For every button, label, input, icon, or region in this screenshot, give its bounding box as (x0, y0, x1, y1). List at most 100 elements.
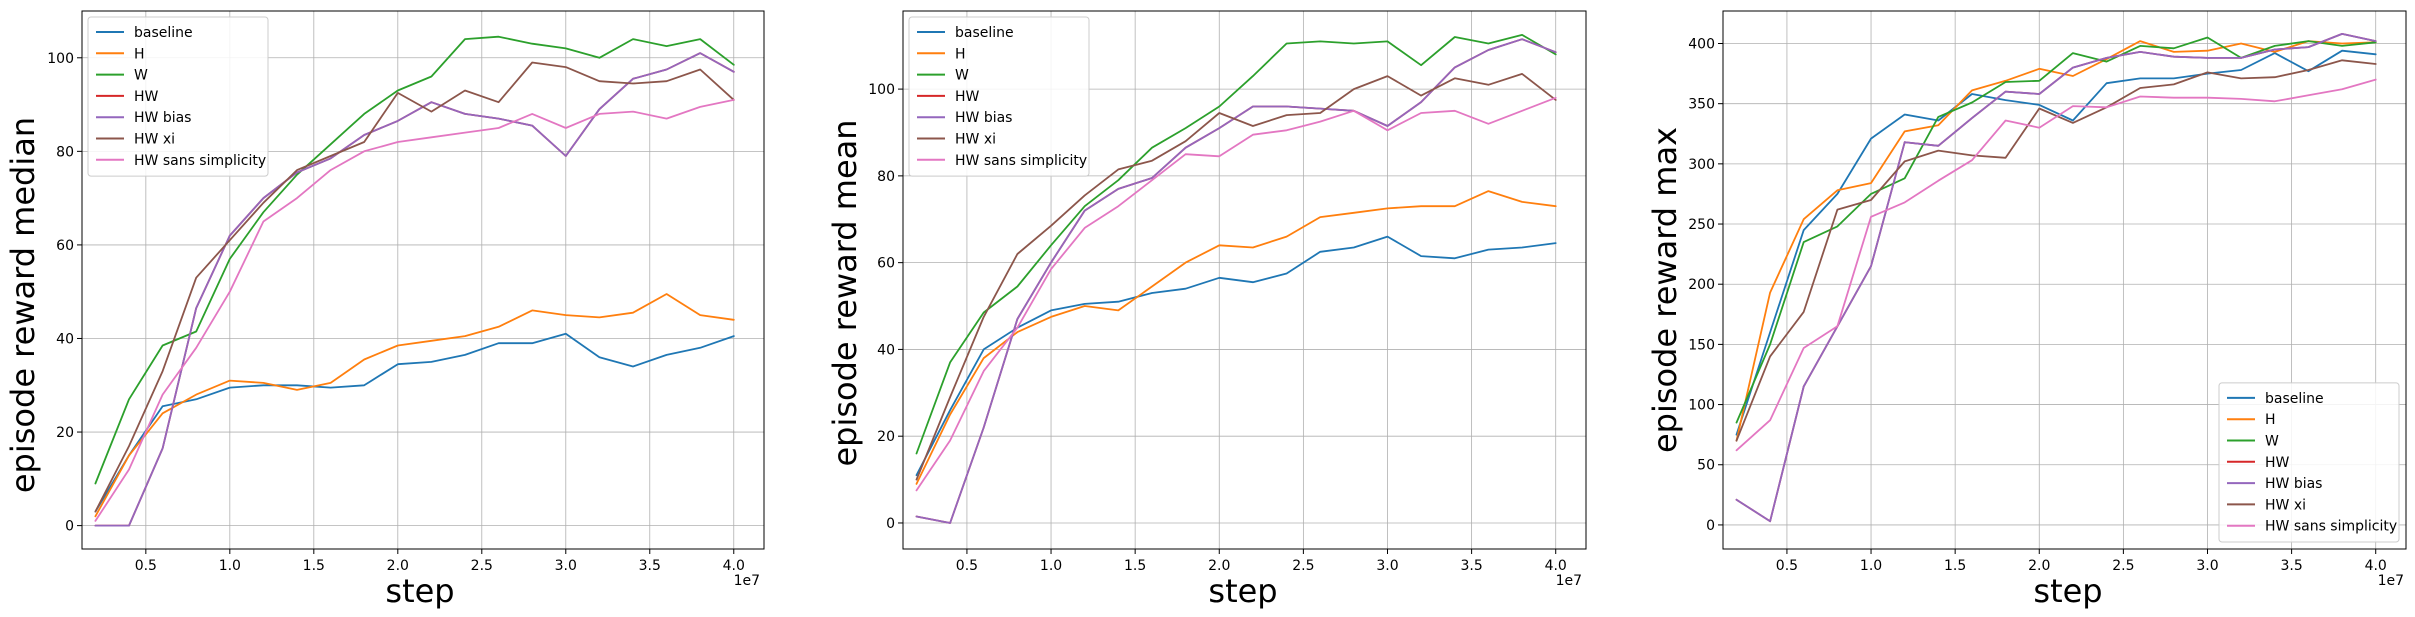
chart-mean-ytick-label: 80 (877, 169, 895, 185)
chart-mean-xtick-label: 3.5 (1460, 558, 1482, 574)
chart-max-line-hw-xi (1735, 59, 2377, 442)
chart-median-legend-label: HW bias (134, 110, 191, 126)
chart-median-legend-box (87, 16, 269, 177)
chart-median-legend-label: HW (134, 89, 159, 105)
chart-mean-line-baseline (915, 235, 1557, 477)
chart-mean-xtick-label: 1.0 (1040, 558, 1062, 574)
chart-mean-xtick-label: 4.0 (1545, 558, 1567, 574)
chart-mean-series (915, 34, 1557, 524)
chart-mean-xtick-label: 2.0 (1208, 558, 1230, 574)
chart-max-ytick-label: 150 (1688, 337, 1715, 353)
chart-max-legend: baseline HW HW HW bias HW xi HW sans simplici… (2218, 382, 2400, 543)
chart-max-ytick-label: 100 (1688, 398, 1715, 414)
chart-max-xtick-label: 4.0 (2365, 558, 2387, 574)
chart-median-legend-label: W (134, 68, 148, 84)
chart-median-ytick-label: 20 (56, 425, 74, 441)
chart-median-x-offset: 1e7 (734, 573, 760, 589)
chart-mean-ytick-label: 0 (886, 516, 895, 532)
chart-median-ylabel: episode reward median (4, 117, 42, 493)
chart-max-line-hw-bias (1735, 33, 2377, 523)
chart-mean-frame (902, 10, 1587, 550)
chart-max-xtick-label: 3.5 (2280, 558, 2302, 574)
chart-mean-legend-label: HW (955, 89, 980, 105)
chart-median-xtick-label: 3.5 (639, 558, 661, 574)
chart-mean-ytick-label: 20 (877, 429, 895, 445)
chart-median-line-w (94, 35, 735, 485)
chart-max-legend-label: HW xi (2265, 497, 2306, 513)
chart-max-ytick-label: 300 (1688, 157, 1715, 173)
chart-median-ytick-label: 60 (56, 238, 74, 254)
chart-max-x-offset: 1e7 (2378, 573, 2404, 589)
chart-mean-ytick-label: 60 (877, 256, 895, 272)
chart-median-line-hw-xi (94, 61, 735, 513)
chart-median-ytick-label: 80 (56, 144, 74, 160)
chart-max: episode reward max step 1e7 0.5 1.0 1.5 2.0… (1646, 10, 2407, 610)
chart-median-legend: baseline HW HW HW bias HW xi HW sans simplici… (87, 16, 269, 177)
chart-max-legend-label: HW sans simplicity (2265, 519, 2397, 535)
chart-mean-xlabel: step (1208, 572, 1277, 610)
chart-max-line-baseline (1735, 49, 2377, 436)
chart-median-ytick-label: 40 (56, 331, 74, 347)
chart-max-ytick-label: 50 (1697, 458, 1715, 474)
chart-median-line-hw-sans-simplicity (94, 99, 735, 522)
chart-max-xtick-label: 1.0 (1860, 558, 1882, 574)
chart-max-xtick-label: 2.0 (2028, 558, 2050, 574)
chart-max-legend-label: HW (2265, 455, 2290, 471)
chart-median-xtick-label: 4.0 (723, 558, 745, 574)
chart-max-legend-label: W (2265, 434, 2279, 450)
chart-mean: episode reward mean step 1e7 0.5 1.0 1.5 2.… (826, 10, 1587, 610)
chart-median-legend-label: baseline (134, 25, 193, 41)
chart-median-xtick-label: 2.5 (471, 558, 493, 574)
chart-mean-line-hw-sans-simplicity (915, 96, 1557, 492)
chart-max-frame (1722, 10, 2407, 550)
chart-median-xtick-label: 0.5 (135, 558, 157, 574)
chart-mean-ytick-label: 40 (877, 342, 895, 358)
chart-max-ylabel: episode reward max (1646, 127, 1684, 453)
chart-max-ytick-label: 400 (1688, 36, 1715, 52)
chart-max-legend-box (2218, 382, 2400, 543)
chart-mean-x-offset: 1e7 (1556, 573, 1582, 589)
chart-median-legend-label: HW xi (134, 132, 175, 148)
chart-mean-legend: baseline HW HW HW bias HW xi HW sans simplici… (908, 16, 1090, 177)
chart-max-xtick-label: 0.5 (1776, 558, 1798, 574)
chart-mean-legend-label: baseline (955, 25, 1014, 41)
chart-median-xtick-label: 3.0 (555, 558, 577, 574)
chart-mean-line-w (915, 34, 1557, 455)
chart-max-ytick-label: 250 (1688, 217, 1715, 233)
chart-max-xtick-label: 2.5 (2112, 558, 2134, 574)
chart-max-ytick-label: 350 (1688, 97, 1715, 113)
chart-max-xlabel: step (2033, 572, 2102, 610)
chart-median-frame (81, 10, 765, 550)
chart-mean-legend-box (908, 16, 1090, 177)
chart-max-ytick-label: 200 (1688, 277, 1715, 293)
chart-median-xlabel: step (385, 572, 454, 610)
chart-mean-ytick-label: 100 (868, 82, 895, 98)
chart-mean-legend-label: HW bias (955, 110, 1012, 126)
chart-mean-line-hw-xi (915, 73, 1557, 481)
chart-max-xtick-label: 3.0 (2196, 558, 2218, 574)
chart-max-legend-label: HW bias (2265, 476, 2322, 492)
chart-mean-xtick-label: 1.5 (1124, 558, 1146, 574)
chart-median-xtick-label: 2.0 (387, 558, 409, 574)
chart-mean-legend-label: W (955, 68, 969, 84)
chart-mean-xtick-label: 2.5 (1292, 558, 1314, 574)
chart-max-line-w (1735, 36, 2377, 424)
chart-median-ytick-label: 100 (47, 51, 74, 67)
chart-median-series (94, 35, 735, 527)
chart-median-xtick-label: 1.0 (219, 558, 241, 574)
chart-median-ytick-label: 0 (65, 519, 74, 535)
chart-mean-line-hw-bias (915, 38, 1557, 524)
chart-mean-xtick-label: 0.5 (956, 558, 978, 574)
chart-mean-legend-label: HW xi (955, 132, 996, 148)
chart-mean-xtick-label: 3.0 (1376, 558, 1398, 574)
chart-mean-legend-label: HW sans simplicity (955, 153, 1087, 169)
chart-mean-line-h (915, 190, 1557, 485)
chart-mean-legend-label: H (955, 46, 966, 62)
chart-median-legend-label: HW sans simplicity (134, 153, 266, 169)
chart-max-legend-label: H (2265, 412, 2276, 428)
chart-max-series (1735, 33, 2377, 523)
chart-median: episode reward median step 1e7 0.5 1.0 1.5… (4, 10, 765, 610)
chart-max-legend-label: baseline (2265, 391, 2324, 407)
chart-max-line-hw-sans-simplicity (1735, 78, 2377, 452)
